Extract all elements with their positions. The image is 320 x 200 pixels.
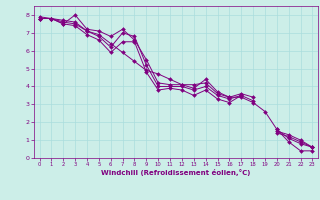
X-axis label: Windchill (Refroidissement éolien,°C): Windchill (Refroidissement éolien,°C) [101,169,251,176]
